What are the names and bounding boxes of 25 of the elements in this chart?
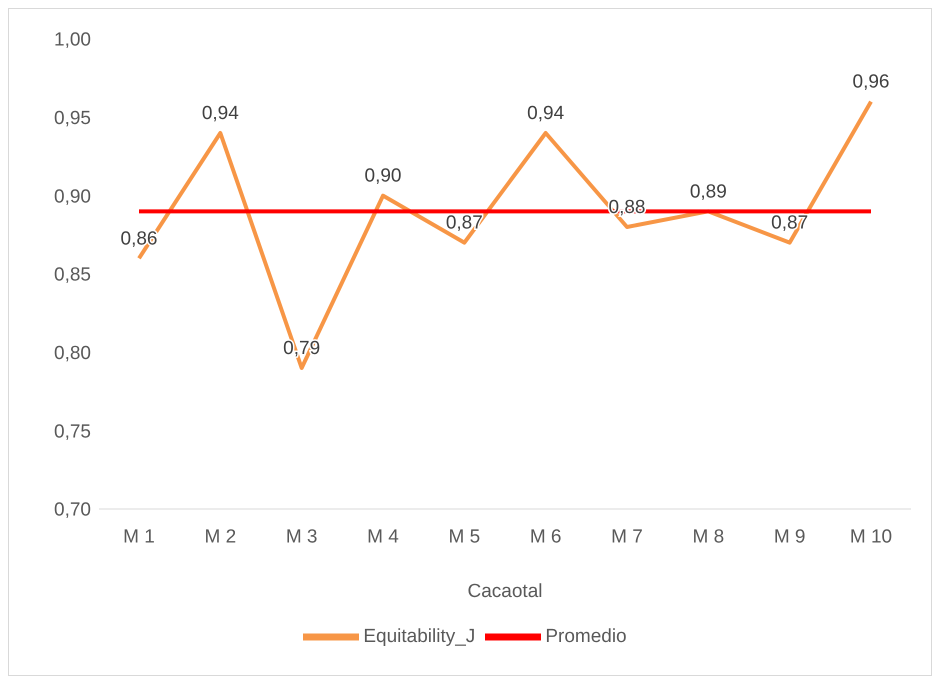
y-tick-label: 0,70 (54, 500, 91, 521)
x-tick-label: M 3 (286, 526, 318, 548)
y-tick-label: 0,80 (54, 343, 91, 364)
y-tick-label: 1,00 (54, 30, 91, 51)
legend-label: Equitability_J (363, 626, 476, 648)
data-label: 0,94 (527, 103, 565, 124)
x-tick-label: M 5 (448, 526, 480, 548)
data-label: 0,90 (364, 166, 402, 187)
x-tick-label: M 9 (774, 526, 806, 548)
y-tick-label: 0,75 (54, 421, 91, 442)
x-tick-label: M 6 (530, 526, 562, 548)
x-axis-title: Cacaotal (468, 581, 542, 602)
legend-label: Promedio (545, 626, 627, 648)
x-tick-label: M 2 (204, 526, 236, 548)
x-tick-label: M 7 (611, 526, 643, 548)
data-label: 0,89 (690, 181, 727, 202)
x-tick-label: M 4 (367, 526, 400, 548)
x-tick-label: M 8 (692, 526, 724, 548)
x-tick-label: M 10 (850, 526, 892, 548)
data-label: 0,94 (202, 103, 240, 124)
x-tick-label: M 1 (123, 526, 155, 548)
data-label: 0,96 (852, 72, 890, 93)
y-tick-label: 0,85 (54, 264, 91, 286)
y-tick-label: 0,95 (54, 108, 91, 130)
y-tick-label: 0,90 (54, 186, 91, 208)
